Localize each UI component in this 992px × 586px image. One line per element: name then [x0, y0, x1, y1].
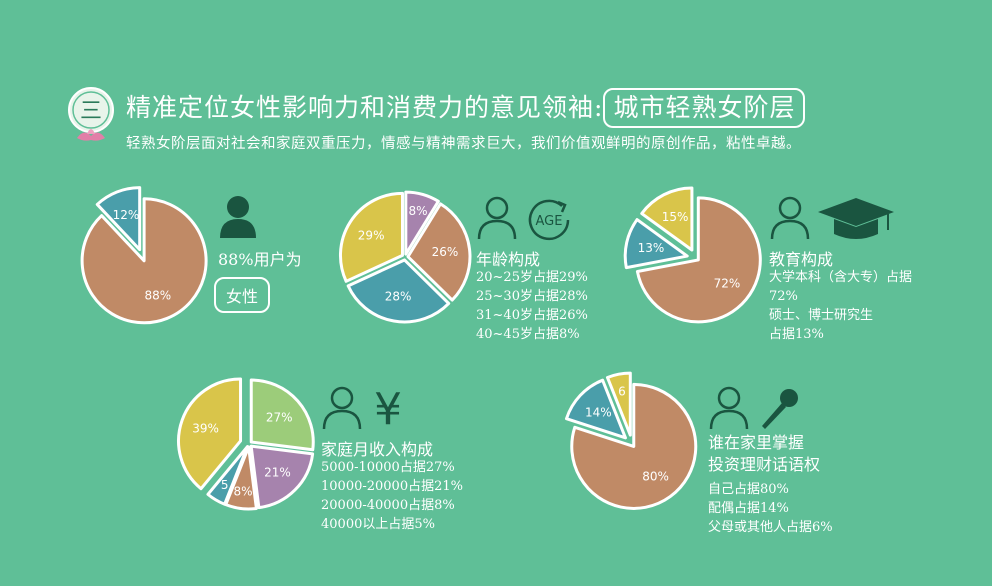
education-line: 72% [769, 289, 798, 304]
pie-finance-slice-1 [564, 378, 627, 440]
age-line: 25~30岁占据28% [476, 289, 588, 304]
pie-finance-label-1: 14% [585, 405, 612, 419]
pie-education-label-1: 13% [638, 241, 665, 255]
pie-age-slice-0 [404, 190, 440, 256]
income-line: 5000-10000占据27% [321, 460, 455, 475]
pie-income-label-4: 39% [192, 421, 219, 435]
finance-title-line: 谁在家里掌握 [708, 433, 805, 452]
age-icon-text: AGE [536, 214, 563, 229]
person-outline-icon [709, 386, 749, 430]
title-boxed: 城市轻熟女阶层 [603, 88, 806, 128]
income-line: 10000-20000占据21% [321, 479, 463, 494]
page-title: 精准定位女性影响力和消费力的意见领袖: 城市轻熟女阶层 [126, 88, 806, 128]
pie-income-slice-4 [177, 377, 243, 491]
pie-education-slice-0 [635, 196, 762, 324]
pie-gender-slice-0 [80, 197, 208, 325]
income-lines: 5000-10000占据27% 10000-20000占据21% 20000-4… [321, 458, 463, 534]
finance-title: 谁在家里掌握 投资理财话语权 [708, 432, 820, 476]
finance-line: 配偶占据14% [708, 501, 789, 516]
pie-income-label-1: 21% [264, 465, 291, 479]
lotus-icon [77, 132, 105, 141]
education-lines: 大学本科（含大专）占据 72% 硕士、博士研究生 占据13% [769, 268, 912, 344]
education-line: 占据13% [769, 327, 824, 342]
age-icon: AGE [528, 199, 570, 241]
income-title: 家庭月收入构成 [321, 440, 434, 459]
age-line: 40~45岁占据8% [476, 327, 580, 342]
education-title: 教育构成 [769, 250, 834, 269]
pie-finance-slice-2 [605, 371, 632, 437]
person-outline-icon [477, 196, 517, 240]
pie-finance-label-2: 6 [618, 384, 626, 398]
finance-lines: 自己占据80% 配偶占据14% 父母或其他人占据6% [708, 480, 833, 537]
pie-age-label-3: 29% [358, 228, 385, 242]
pie-income-label-0: 27% [266, 410, 293, 424]
age-line: 20~25岁占据29% [476, 270, 588, 285]
pie-income-slice-1 [249, 444, 315, 510]
pie-income-label-3: 5 [221, 478, 229, 492]
pie-gender-label-0: 88% [144, 288, 171, 302]
education-line: 大学本科（含大专）占据 [769, 270, 913, 285]
microphone-icon [762, 389, 798, 429]
pie-age-label-2: 28% [385, 290, 412, 304]
pie-income-slice-0 [249, 378, 315, 452]
finance-title-line: 投资理财话语权 [708, 455, 821, 474]
pie-age-slice-3 [338, 191, 404, 283]
person-outline-icon [322, 386, 362, 430]
person-outline-icon [770, 196, 810, 240]
pie-age-slice-1 [406, 202, 472, 302]
badge-character: 三 [80, 99, 102, 124]
page-subtitle: 轻熟女阶层面对社会和家庭双重压力，情感与精神需求巨大，我们价值观鲜明的原创作品，… [126, 136, 801, 152]
age-line: 31~40岁占据26% [476, 308, 588, 323]
age-title: 年龄构成 [476, 250, 541, 269]
section-badge: 三 [68, 87, 114, 141]
yen-icon: ¥ [374, 384, 402, 432]
income-line: 20000-40000占据8% [321, 498, 455, 513]
pie-age-label-1: 26% [432, 245, 459, 259]
person-icon [220, 196, 256, 238]
graduation-cap-icon [818, 198, 894, 239]
education-line: 硕士、博士研究生 [769, 308, 874, 323]
pie-age-label-0: 8% [408, 204, 427, 218]
finance-line: 父母或其他人占据6% [708, 520, 833, 535]
pie-education-label-0: 72% [714, 277, 741, 291]
title-text: 精准定位女性影响力和消费力的意见领袖: [126, 93, 604, 122]
pie-age-slice-2 [346, 258, 451, 324]
gender-label: 88%用户为 [218, 250, 302, 269]
yen-icon-text: ¥ [374, 384, 402, 432]
finance-line: 自己占据80% [708, 482, 789, 497]
income-line: 40000以上占据5% [321, 517, 435, 532]
pie-finance-label-0: 80% [642, 470, 669, 484]
pie-income-slice-3 [206, 445, 249, 506]
pie-gender-slice-1 [95, 186, 142, 252]
age-lines: 20~25岁占据29% 25~30岁占据28% 31~40岁占据26% 40~4… [476, 268, 588, 344]
pie-education-slice-1 [623, 218, 689, 270]
pie-finance-slice-0 [570, 382, 698, 510]
pie-income-label-2: 8% [234, 484, 253, 498]
pie-education-label-2: 15% [662, 210, 689, 224]
pie-gender-label-1: 12% [113, 208, 140, 222]
pie-education-slice-2 [640, 186, 694, 252]
gender-boxed: 女性 [214, 277, 271, 313]
